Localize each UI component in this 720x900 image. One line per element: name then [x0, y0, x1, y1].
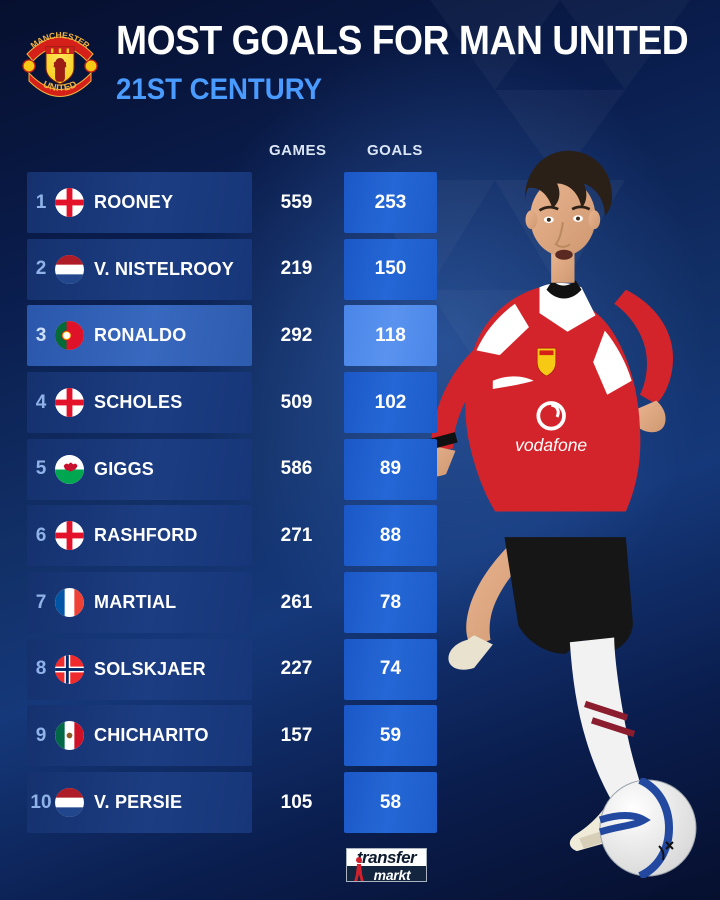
svg-text:vodafone: vodafone	[515, 435, 587, 455]
